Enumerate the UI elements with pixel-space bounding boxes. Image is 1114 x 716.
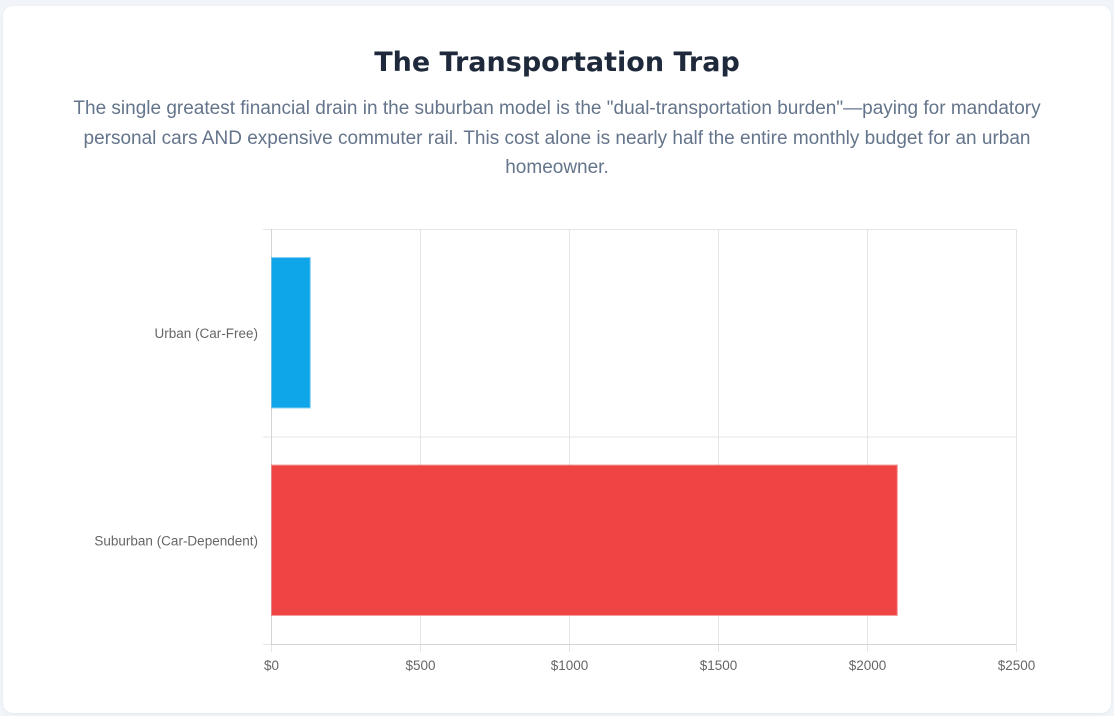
x-tick-label: $1500 (700, 658, 738, 673)
x-tick-label: $500 (405, 658, 435, 673)
x-tick-label: $2000 (849, 658, 887, 673)
x-tick-label: $2500 (998, 658, 1036, 673)
label-layer: $0 $500 $1000 $1500 $2000 $2500 Urban (Car-Fre… (94, 326, 1035, 673)
page-title: The Transportation Trap (374, 47, 740, 78)
bar-layer (271, 257, 898, 616)
x-tick-label: $1000 (551, 658, 589, 673)
bar-urban[interactable] (271, 257, 311, 409)
page-subtitle: The single greatest financial drain in t… (73, 98, 1041, 178)
x-tick-label: $0 (264, 658, 279, 673)
y-category-label: Urban (Car-Free) (154, 326, 258, 341)
y-category-label: Suburban (Car-Dependent) (94, 533, 258, 548)
bar-suburban[interactable] (271, 464, 898, 616)
